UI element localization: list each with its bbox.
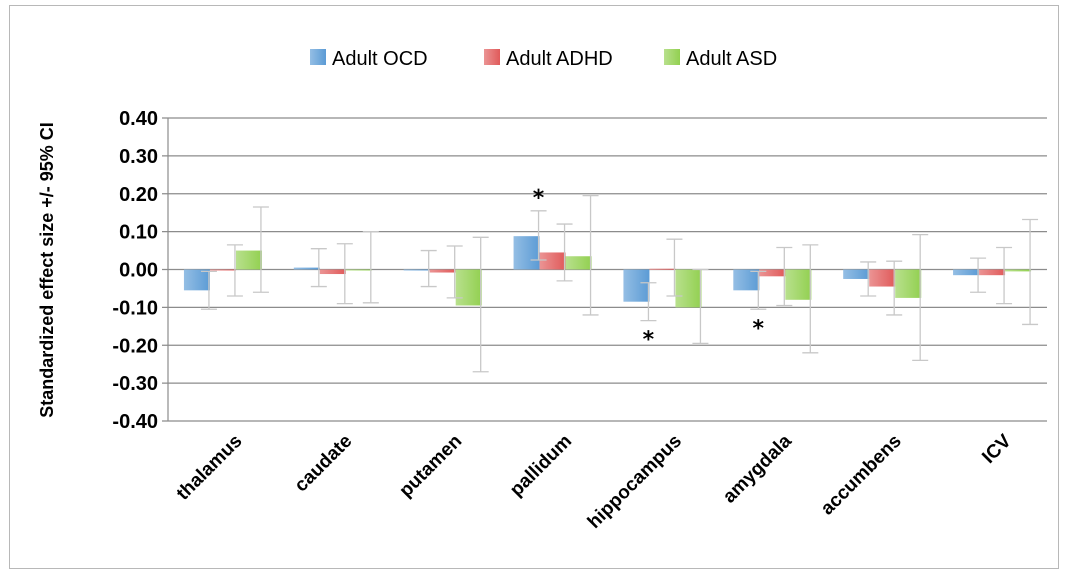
bar	[455, 269, 482, 306]
significance-star: *	[643, 328, 655, 353]
category-label: thalamus	[173, 431, 247, 505]
category-label: caudate	[291, 431, 357, 497]
legend-swatch	[484, 49, 500, 65]
y-tick-labels: 0.40 0.30 0.20 0.10 0.00 -0.10 -0.20 -0.30 -0.40	[112, 108, 158, 433]
legend-swatch	[310, 49, 326, 65]
y-tick-label: 0.30	[119, 146, 158, 168]
bar	[513, 236, 540, 270]
bar	[235, 250, 262, 270]
bars	[183, 236, 1032, 308]
bar	[403, 269, 430, 271]
bar	[895, 269, 922, 298]
y-tick-label: -0.10	[112, 297, 158, 319]
bar	[785, 269, 812, 300]
bar	[649, 268, 676, 270]
y-tick-label: -0.30	[112, 373, 158, 395]
significance-star: *	[753, 316, 765, 341]
legend-label: Adult ASD	[686, 48, 777, 70]
bar	[539, 252, 566, 270]
category-label: pallidum	[506, 431, 576, 501]
significance-markers: * * *	[533, 186, 765, 353]
bar	[565, 256, 592, 270]
bar	[209, 269, 236, 271]
bar	[183, 269, 210, 291]
y-tick-label: 0.20	[119, 184, 158, 206]
legend: Adult OCD Adult ADHD Adult ASD	[310, 48, 777, 70]
y-tick-label: 0.40	[119, 108, 158, 130]
gridlines	[162, 117, 1047, 422]
category-label: putamen	[395, 431, 466, 502]
bar	[1005, 269, 1032, 272]
legend-label: Adult ADHD	[506, 48, 613, 70]
bar	[345, 269, 372, 271]
legend-label: Adult OCD	[332, 48, 428, 70]
bar	[733, 269, 760, 291]
category-label: accumbens	[817, 431, 906, 520]
category-labels: thalamus caudate putamen pallidum hippocampu…	[173, 430, 1016, 532]
y-tick-label: 0.10	[119, 222, 158, 244]
bar	[319, 269, 346, 275]
bar	[759, 269, 786, 277]
y-tick-label: -0.20	[112, 335, 158, 357]
y-axis-label-group: Standardized effect size +/- 95% CI	[37, 122, 57, 418]
bar	[953, 269, 980, 276]
y-tick-label: -0.40	[112, 411, 158, 433]
bar	[979, 269, 1006, 276]
bar	[843, 269, 870, 279]
bar	[675, 269, 702, 308]
bar	[869, 269, 896, 287]
bar	[623, 269, 650, 302]
bar	[293, 267, 320, 270]
category-label: amygdala	[719, 430, 796, 507]
error-bars	[200, 194, 1039, 373]
y-tick-label: 0.00	[119, 260, 158, 282]
significance-star: *	[533, 186, 545, 211]
bar	[429, 269, 456, 273]
legend-swatch	[664, 49, 680, 65]
category-label: ICV	[978, 430, 1015, 467]
y-axis-label: Standardized effect size +/- 95% CI	[37, 122, 57, 418]
category-label: hippocampus	[584, 431, 686, 533]
